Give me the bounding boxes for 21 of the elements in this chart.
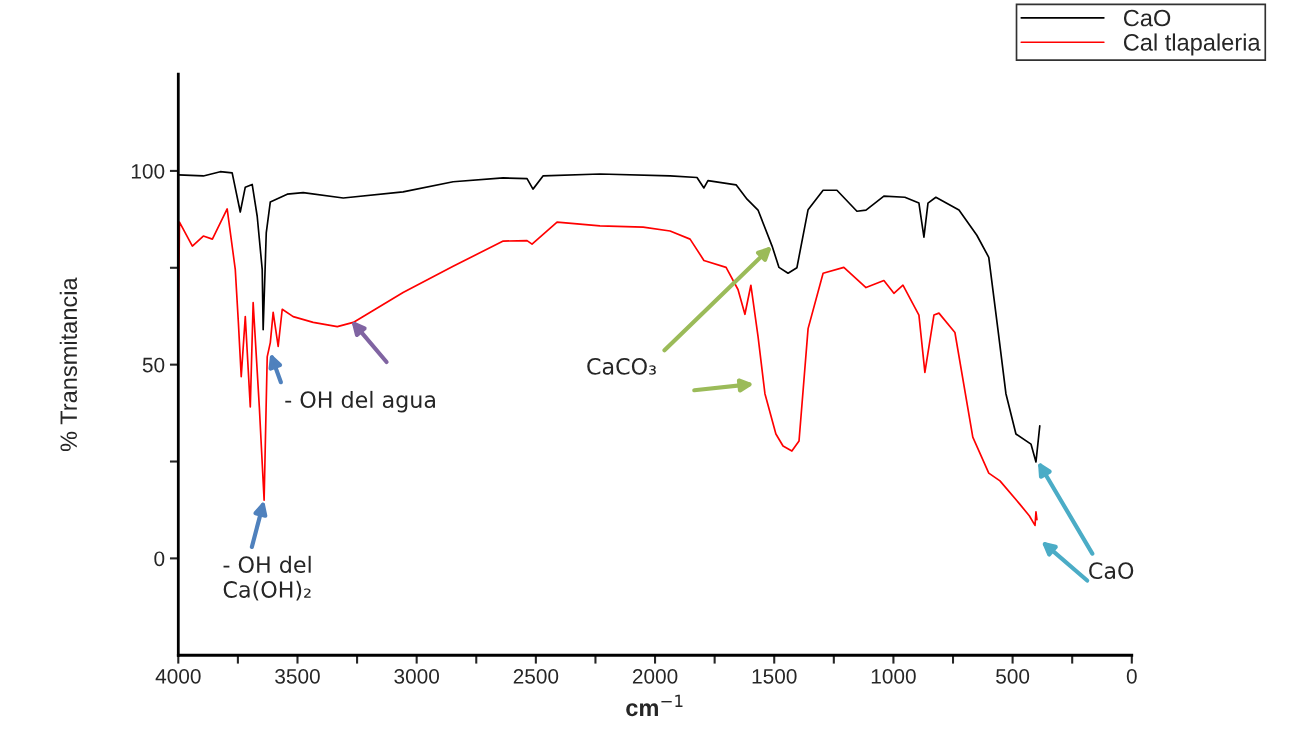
- x-tick-label: 3500: [275, 668, 320, 684]
- line-series: [178, 208, 1038, 527]
- x-axis-title: cm$^{−1}$: [626, 694, 683, 717]
- x-tick-label: 2500: [513, 668, 559, 684]
- annotation: - OH del agua: [285, 390, 435, 413]
- x-tick-label: 4000: [155, 668, 201, 684]
- y-tick-label: 0: [154, 551, 165, 567]
- x-tick-label: 2000: [632, 668, 678, 684]
- x-tick-label: 0: [1126, 668, 1137, 684]
- y-tick-label: 50: [142, 357, 165, 373]
- y-tick-label: 100: [131, 163, 165, 179]
- annotation: CaO: [1089, 562, 1134, 580]
- x-tick-label: 1000: [871, 668, 916, 684]
- y-axis-title: % Transmitancia: [59, 277, 78, 452]
- x-tick-label: 500: [996, 668, 1030, 684]
- annotation: CaCO₃: [587, 357, 656, 375]
- x-tick-label: 1500: [752, 668, 797, 684]
- legend-label: Cal tlapaleria: [1123, 33, 1261, 56]
- legend-label: CaO: [1123, 9, 1171, 27]
- x-tick-label: 3000: [394, 668, 440, 684]
- annotation: - OH del Ca(OH)₂: [223, 555, 311, 601]
